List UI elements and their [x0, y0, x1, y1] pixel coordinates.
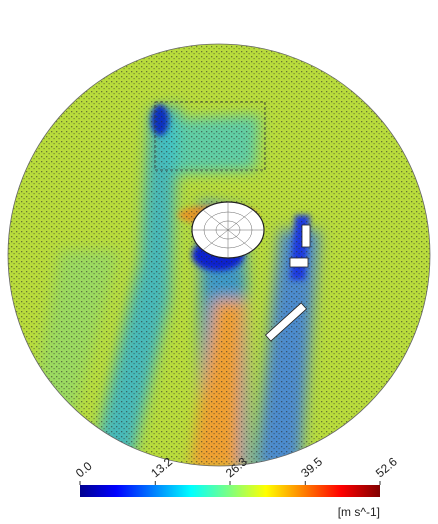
- colorbar-tick-label: 39.5: [298, 454, 325, 480]
- figure: 0.013.226.339.552.6 [m s^-1]: [0, 0, 438, 524]
- colorbar: [80, 485, 380, 497]
- colorbar-unit: [m s^-1]: [338, 505, 380, 519]
- colorbar-tick-label: 0.0: [73, 459, 95, 481]
- colorbar-tick-label: 52.6: [373, 454, 400, 480]
